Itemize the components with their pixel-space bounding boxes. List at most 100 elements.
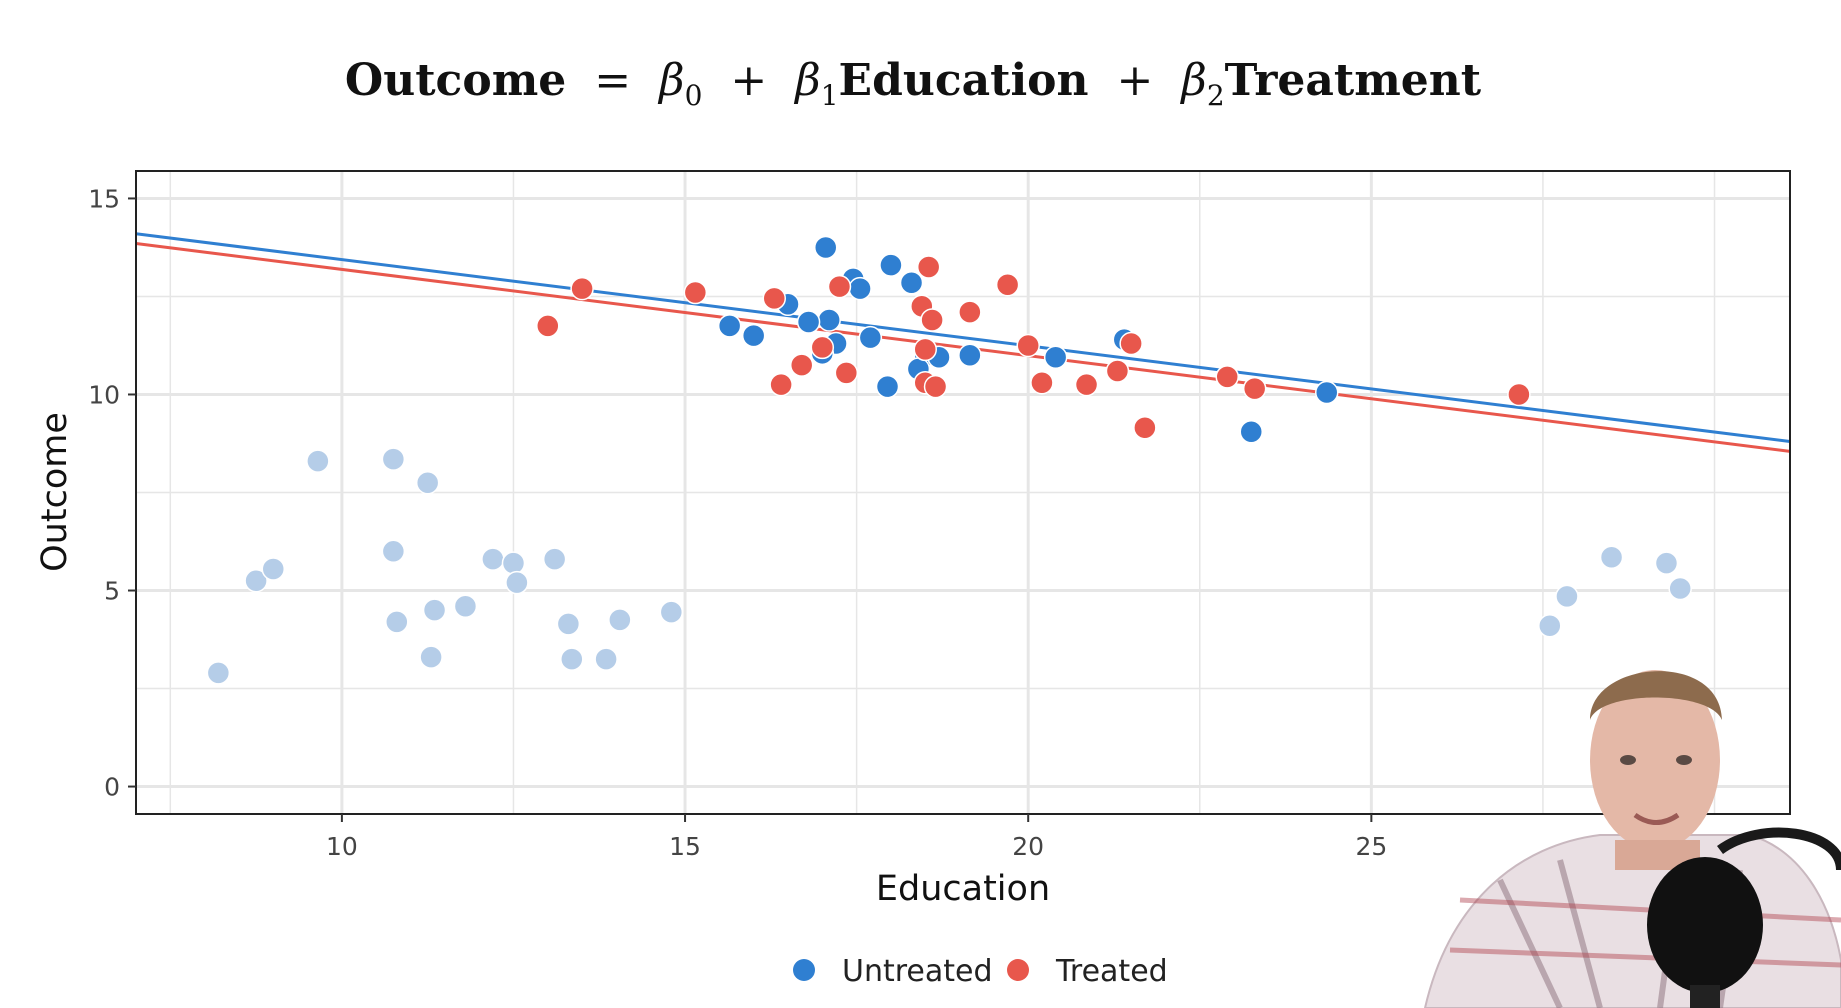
point-faded-background [419, 645, 443, 669]
point-untreated [1314, 380, 1339, 405]
point-faded-background [381, 539, 406, 564]
data-points [206, 235, 1692, 685]
point-treated [923, 374, 948, 399]
x-tick-label: 25 [1355, 832, 1387, 861]
point-treated [995, 272, 1020, 297]
equation-sub0: 0 [685, 79, 703, 112]
point-treated [1119, 331, 1143, 356]
y-tick-label: 15 [88, 184, 120, 213]
point-faded-background [1555, 584, 1579, 609]
point-treated [536, 314, 560, 338]
point-untreated [1043, 345, 1068, 369]
point-faded-background [501, 551, 526, 575]
point-faded-background [206, 661, 231, 685]
point-faded-background [594, 647, 618, 671]
point-treated [683, 280, 708, 305]
point-faded-background [481, 547, 505, 571]
y-axis-ticks: 0 5 10 15 [88, 184, 136, 802]
point-faded-background [1538, 614, 1562, 638]
point-treated [1030, 370, 1054, 395]
point-faded-background [1599, 545, 1624, 569]
point-untreated [813, 235, 838, 260]
point-faded-background [542, 547, 567, 571]
point-untreated [879, 253, 903, 277]
point-treated [769, 372, 793, 397]
equation-var1: Education [839, 55, 1089, 106]
point-treated [789, 353, 814, 377]
point-faded-background [560, 647, 584, 671]
point-treated [1133, 416, 1157, 440]
point-untreated [717, 314, 742, 338]
equation-beta1: β [793, 55, 820, 106]
point-untreated [858, 325, 883, 350]
point-untreated [1239, 419, 1263, 444]
point-faded-background [306, 449, 330, 473]
y-tick-label: 10 [88, 380, 120, 409]
point-treated [1215, 365, 1239, 389]
plot-panel [135, 170, 1791, 815]
equation-plus1: + [730, 55, 767, 106]
point-treated [1507, 382, 1531, 407]
point-faded-background [1668, 576, 1692, 601]
y-tick-label: 0 [104, 773, 120, 802]
point-treated [916, 255, 941, 279]
point-faded-background [1654, 551, 1679, 575]
point-treated [810, 335, 835, 360]
point-treated [1016, 333, 1040, 358]
point-faded-background [261, 557, 286, 581]
point-faded-background [608, 608, 632, 632]
point-untreated [848, 276, 872, 301]
point-faded-background [556, 612, 581, 636]
x-tick-label: 10 [326, 832, 358, 861]
point-treated [834, 361, 859, 385]
point-faded-background [505, 570, 529, 595]
point-treated [762, 286, 787, 311]
legend-treated-label: Treated [1055, 954, 1168, 989]
x-axis-title: Education [876, 869, 1050, 909]
point-untreated [796, 310, 821, 334]
point-treated [920, 308, 944, 332]
equation-beta0: β [657, 55, 684, 106]
point-faded-background [381, 447, 406, 471]
point-treated [827, 274, 852, 299]
x-tick-label: 15 [669, 832, 701, 861]
y-tick-label: 5 [104, 577, 120, 606]
point-untreated [817, 308, 841, 332]
grid-lines [136, 171, 1790, 814]
legend-treated-swatch [1007, 959, 1029, 981]
y-axis-title: Outcome [35, 412, 75, 572]
equation-sub1: 1 [821, 79, 839, 112]
point-treated [913, 337, 938, 362]
point-treated [1105, 359, 1130, 383]
legend-untreated-label: Untreated [842, 954, 993, 989]
equation-lhs: Outcome [345, 55, 566, 106]
equation-sub2: 2 [1207, 79, 1225, 112]
point-treated [1242, 376, 1267, 401]
point-faded-background [422, 598, 447, 622]
point-treated [958, 300, 982, 324]
equation-equals: = [594, 55, 631, 106]
point-untreated [741, 323, 766, 348]
x-tick-label: 20 [1012, 832, 1044, 861]
fit-line-untreated [135, 232, 1791, 444]
point-faded-background [244, 568, 268, 593]
equation-plus2: + [1117, 55, 1154, 106]
legend: Untreated Treated [793, 954, 1168, 989]
point-faded-background [415, 470, 440, 495]
point-untreated [875, 374, 900, 399]
panel-border [135, 170, 1791, 815]
equation-title: Outcome = β0 + β1Education + β2Treatment [345, 55, 1482, 116]
presenter-video [1423, 670, 1841, 1008]
point-untreated [899, 270, 924, 295]
point-faded-background [453, 594, 478, 618]
point-untreated [958, 343, 982, 368]
x-axis-ticks: 10 15 20 25 [326, 814, 1387, 861]
equation-beta2: β [1179, 55, 1206, 106]
legend-untreated-swatch [793, 959, 815, 981]
equation-var2: Treatment [1225, 55, 1482, 106]
point-faded-background [659, 600, 684, 624]
point-treated [570, 276, 594, 301]
fit-lines [135, 232, 1791, 453]
point-faded-background [385, 610, 409, 634]
